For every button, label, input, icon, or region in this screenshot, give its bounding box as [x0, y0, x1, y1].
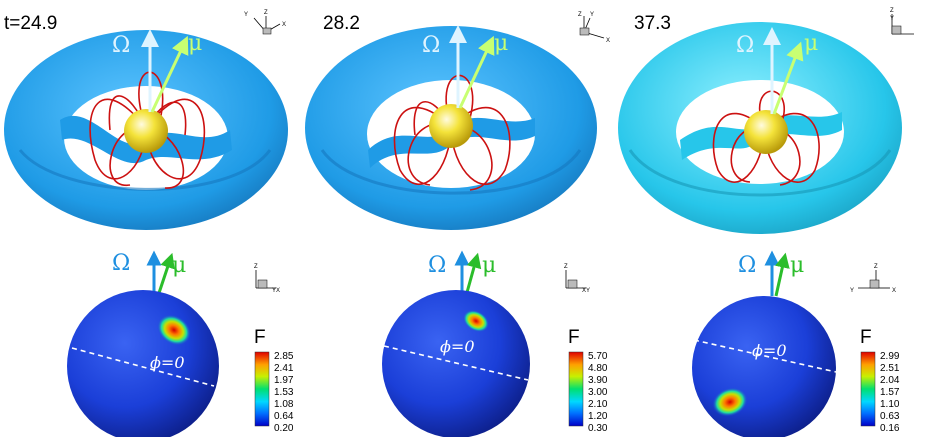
equator-line	[383, 345, 529, 381]
axes-triad-icon: Z Y X	[254, 264, 280, 294]
svg-text:1.08: 1.08	[274, 399, 294, 410]
svg-text:2.85: 2.85	[274, 351, 294, 362]
svg-text:1.20: 1.20	[588, 411, 608, 422]
omega-label: Ω	[112, 251, 130, 276]
mu-label: μ	[494, 31, 508, 56]
axes-triad-icon: Y Z X	[244, 10, 286, 35]
svg-text:Y: Y	[890, 16, 894, 22]
star-sphere	[744, 110, 788, 154]
panel-2-bottom: Ω μ ϕ=0 Z X Y F 5.70 4.80 3.90 3.00 2.10…	[382, 250, 608, 437]
mu-label: μ	[188, 31, 202, 56]
svg-text:0.16: 0.16	[880, 423, 900, 434]
colorbar: F 2.85 2.41 1.97 1.53 1.08 0.64 0.20	[254, 327, 294, 434]
phi-label: ϕ=0	[440, 337, 475, 356]
colorbar: F 2.99 2.51 2.04 1.57 1.10 0.63 0.16	[860, 327, 900, 434]
svg-text:Y: Y	[586, 288, 590, 294]
panel-2-top: Ω μ 28.2 Z Y X	[305, 12, 610, 230]
svg-text:X: X	[606, 38, 610, 44]
star-surface-sphere	[67, 290, 219, 437]
svg-text:Y: Y	[272, 288, 276, 294]
colorbar-title: F	[254, 327, 266, 348]
svg-text:3.00: 3.00	[588, 387, 608, 398]
time-label: 37.3	[634, 13, 671, 34]
svg-text:Z: Z	[264, 10, 268, 16]
axes-triad-icon: Z Y	[890, 8, 914, 35]
equator-line	[693, 339, 837, 373]
star-sphere	[429, 104, 473, 148]
svg-text:0.30: 0.30	[588, 423, 608, 434]
svg-text:Y: Y	[850, 288, 854, 294]
svg-text:1.10: 1.10	[880, 399, 900, 410]
svg-text:4.80: 4.80	[588, 363, 608, 374]
star-sphere	[124, 109, 168, 153]
mu-arrow	[156, 252, 175, 297]
equator-line	[71, 347, 215, 387]
omega-label: Ω	[736, 33, 754, 58]
svg-text:X: X	[892, 288, 896, 294]
svg-text:0.64: 0.64	[274, 411, 294, 422]
svg-text:Z: Z	[874, 264, 878, 270]
mu-label: μ	[790, 253, 804, 278]
omega-label: Ω	[422, 33, 440, 58]
omega-label: Ω	[738, 253, 756, 278]
svg-text:Z: Z	[578, 12, 582, 18]
svg-text:2.10: 2.10	[588, 399, 608, 410]
svg-text:2.04: 2.04	[880, 375, 900, 386]
panel-1-bottom: Ω μ ϕ=0 Z Y X F 2.85 2.41 1.97 1.53 1.08…	[67, 250, 294, 437]
hotspot	[712, 387, 748, 417]
colorbar-title: F	[568, 327, 580, 348]
svg-text:1.57: 1.57	[880, 387, 900, 398]
mu-arrow	[150, 35, 189, 113]
svg-text:X: X	[276, 288, 280, 294]
svg-text:2.41: 2.41	[274, 363, 294, 374]
svg-text:X: X	[282, 22, 286, 28]
svg-text:1.53: 1.53	[274, 387, 294, 398]
time-label: t=24.9	[4, 13, 57, 34]
panel-3-bottom: Ω μ ϕ=0 Z Y X F 2.99 2.51 2.04 1.57 1.10…	[692, 250, 900, 437]
time-label: 28.2	[323, 13, 360, 34]
mu-label: μ	[172, 253, 186, 278]
svg-text:3.90: 3.90	[588, 375, 608, 386]
colorbar-title: F	[860, 327, 872, 348]
svg-text:Z: Z	[564, 264, 568, 270]
phi-label: ϕ=0	[752, 341, 787, 360]
hotspot	[157, 314, 191, 346]
panel-3-top: Ω μ 37.3 Z Y	[618, 8, 914, 234]
svg-text:1.97: 1.97	[274, 375, 294, 386]
hotspot	[462, 309, 490, 333]
axes-triad-icon: Z X Y	[564, 264, 590, 294]
svg-text:5.70: 5.70	[588, 351, 608, 362]
omega-label: Ω	[428, 253, 446, 278]
svg-text:0.20: 0.20	[274, 423, 294, 434]
svg-text:Y: Y	[590, 12, 594, 18]
panel-1-top: Ω μ t=24.9 Y Z X	[4, 10, 288, 230]
mu-arrow	[772, 41, 804, 115]
axes-triad-icon: Z Y X	[578, 12, 610, 44]
phi-label: ϕ=0	[150, 353, 185, 372]
svg-text:Z: Z	[254, 264, 258, 270]
svg-text:Y: Y	[244, 12, 248, 18]
omega-label: Ω	[112, 33, 130, 58]
colorbar: F 5.70 4.80 3.90 3.00 2.10 1.20 0.30	[568, 327, 608, 434]
svg-text:X: X	[582, 288, 586, 294]
star-surface-sphere	[692, 296, 836, 437]
mu-label: μ	[804, 31, 818, 56]
svg-text:2.99: 2.99	[880, 351, 900, 362]
mu-arrow	[458, 35, 495, 109]
mu-label: μ	[482, 253, 496, 278]
mu-arrow	[464, 252, 482, 297]
svg-text:Z: Z	[890, 8, 894, 14]
axes-triad-icon: Z Y X	[850, 264, 896, 294]
mu-arrow	[774, 252, 790, 297]
svg-text:0.63: 0.63	[880, 411, 900, 422]
svg-text:2.51: 2.51	[880, 363, 900, 374]
